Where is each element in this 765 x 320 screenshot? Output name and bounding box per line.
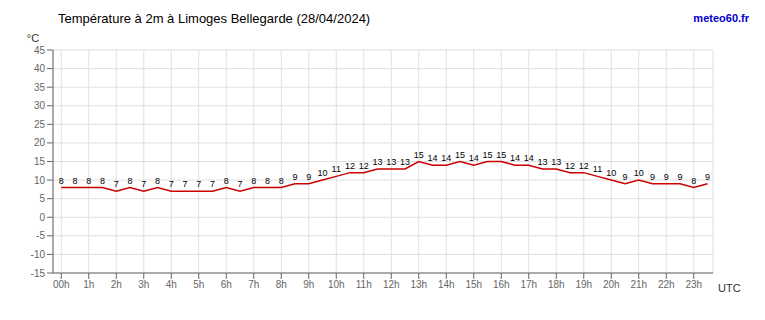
svg-text:8: 8 [224,176,229,186]
svg-text:9: 9 [705,172,710,182]
svg-text:25: 25 [34,119,46,130]
svg-text:11: 11 [593,164,602,174]
svg-text:8: 8 [127,176,132,186]
svg-text:14h: 14h [438,279,455,290]
svg-text:23h: 23h [685,279,702,290]
svg-text:14: 14 [469,153,479,163]
svg-text:21h: 21h [630,279,647,290]
svg-text:15: 15 [34,156,46,167]
svg-text:8: 8 [100,176,105,186]
svg-text:13h: 13h [410,279,427,290]
svg-text:13: 13 [400,157,410,167]
svg-text:13: 13 [551,157,561,167]
svg-text:17h: 17h [520,279,537,290]
svg-text:9: 9 [622,172,627,182]
svg-text:8: 8 [279,176,284,186]
svg-text:11h: 11h [356,279,372,290]
svg-text:45: 45 [34,45,46,56]
svg-text:12: 12 [565,161,575,171]
svg-text:10: 10 [606,168,616,178]
svg-text:10: 10 [634,168,644,178]
svg-text:7: 7 [114,179,119,189]
svg-text:7: 7 [196,179,201,189]
svg-text:7: 7 [237,179,242,189]
svg-text:-15: -15 [31,268,46,279]
svg-text:9: 9 [664,172,669,182]
svg-text:40: 40 [34,63,46,74]
html-text:Température à 2m à Limoges Bel: Température à 2m à Limoges Bellegarde (2… [58,11,371,26]
svg-text:4h: 4h [166,279,177,290]
svg-text:-10: -10 [31,249,46,260]
svg-text:15: 15 [414,150,424,160]
svg-text:22h: 22h [658,279,675,290]
svg-text:00h: 00h [53,279,70,290]
svg-text:UTC: UTC [718,282,741,294]
svg-text:18h: 18h [548,279,565,290]
svg-text:7: 7 [182,179,187,189]
svg-text:8h: 8h [276,279,287,290]
svg-text:7h: 7h [248,279,259,290]
svg-text:14: 14 [524,153,534,163]
svg-text:14: 14 [427,153,437,163]
svg-text:20: 20 [34,137,46,148]
svg-text:8: 8 [251,176,256,186]
svg-text:6h: 6h [221,279,232,290]
svg-text:10: 10 [34,175,46,186]
svg-text:15: 15 [455,150,465,160]
svg-text:14: 14 [510,153,520,163]
svg-text:9: 9 [292,172,297,182]
svg-text:13: 13 [386,157,396,167]
svg-text:7: 7 [141,179,146,189]
svg-text:16h: 16h [493,279,510,290]
svg-text:8: 8 [72,176,77,186]
svg-text:14: 14 [441,153,451,163]
svg-text:11: 11 [332,164,341,174]
svg-text:15h: 15h [465,279,482,290]
svg-text:5: 5 [39,193,45,204]
svg-text:8: 8 [691,176,696,186]
svg-text:15: 15 [482,150,492,160]
svg-text:15: 15 [496,150,506,160]
svg-text:9: 9 [650,172,655,182]
svg-text:10h: 10h [328,279,345,290]
svg-text:-5: -5 [36,230,45,241]
svg-text:8: 8 [86,176,91,186]
svg-text:2h: 2h [111,279,122,290]
svg-text:9: 9 [306,172,311,182]
svg-text:12: 12 [579,161,589,171]
svg-text:7: 7 [169,179,174,189]
svg-text:12h: 12h [383,279,400,290]
svg-text:0: 0 [39,212,45,223]
svg-text:9: 9 [677,172,682,182]
html-text:meteo60.fr: meteo60.fr [693,12,749,24]
svg-text:1h: 1h [83,279,94,290]
svg-text:9h: 9h [303,279,314,290]
svg-text:7: 7 [210,179,215,189]
svg-text:30: 30 [34,100,46,111]
svg-text:35: 35 [34,82,46,93]
svg-text:20h: 20h [603,279,620,290]
svg-text:5h: 5h [193,279,204,290]
svg-text:8: 8 [59,176,64,186]
svg-text:12: 12 [359,161,369,171]
svg-text:19h: 19h [575,279,592,290]
svg-text:°C: °C [27,32,39,44]
svg-text:12: 12 [345,161,355,171]
svg-text:13: 13 [372,157,382,167]
svg-text:10: 10 [317,168,327,178]
svg-text:3h: 3h [138,279,149,290]
svg-text:13: 13 [537,157,547,167]
svg-text:8: 8 [155,176,160,186]
svg-text:8: 8 [265,176,270,186]
